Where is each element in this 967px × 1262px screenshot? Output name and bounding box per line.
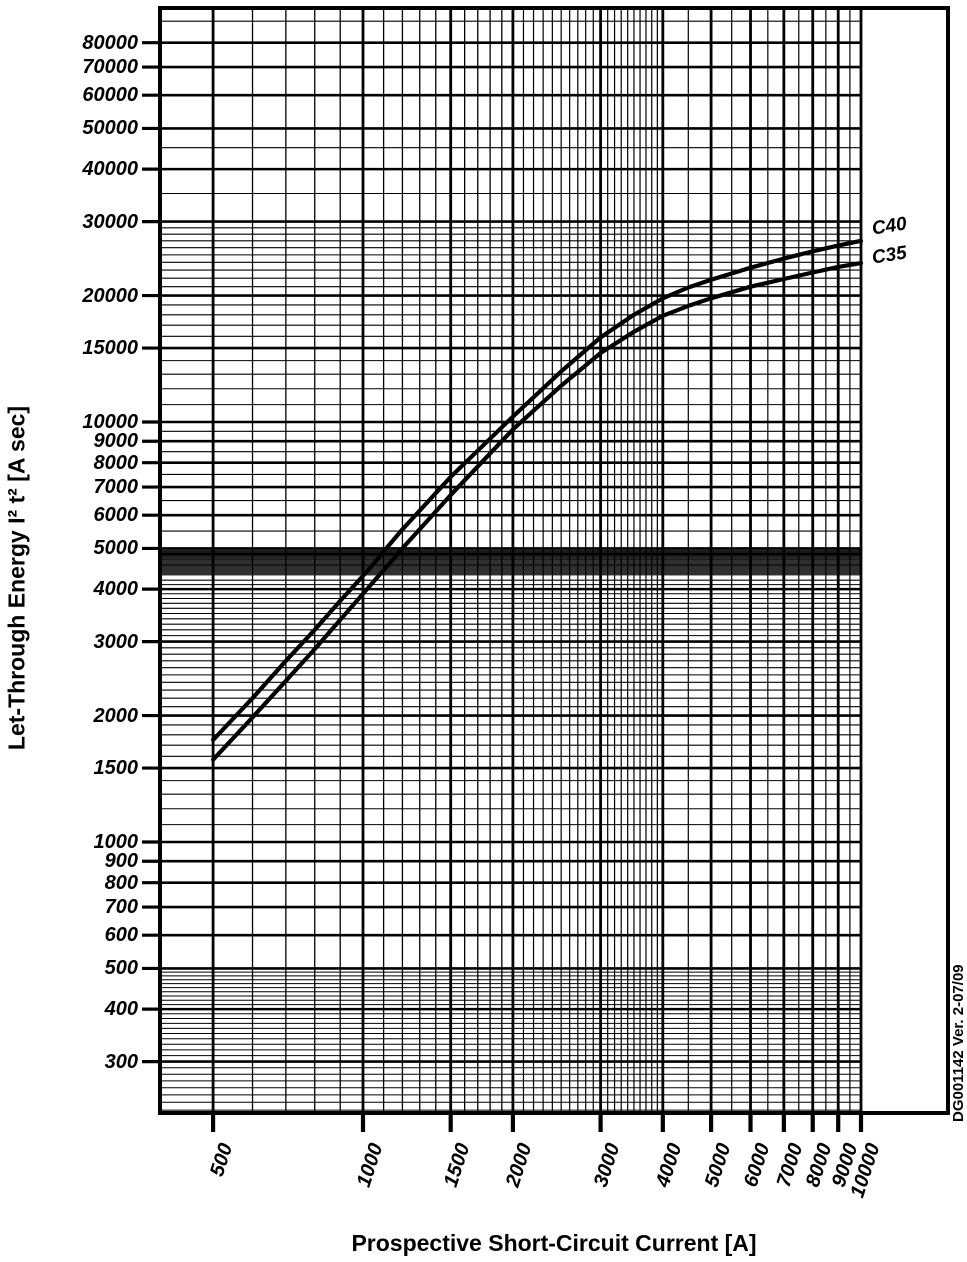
y-tick-label: 70000 xyxy=(82,56,138,79)
y-tick-label: 9000 xyxy=(93,430,139,453)
y-tick-label: 20000 xyxy=(82,284,138,307)
y-tick-label: 30000 xyxy=(82,210,138,233)
y-tick-label: 400 xyxy=(104,998,138,1021)
version-note: DG001142 Ver. 2-07/09 xyxy=(950,964,967,1122)
y-tick-label: 1000 xyxy=(93,831,139,853)
y-tick-label: 500 xyxy=(104,957,138,980)
y-tick-label: 2000 xyxy=(93,704,139,727)
y-tick-label: 7000 xyxy=(93,476,139,499)
y-tick-label: 60000 xyxy=(82,84,138,107)
curve-c40 xyxy=(211,238,864,742)
y-tick-label: 5000 xyxy=(93,537,139,560)
y-tick-label: 600 xyxy=(104,924,138,947)
y-tick-label: 40000 xyxy=(82,158,138,181)
y-tick-label: 1500 xyxy=(93,757,139,780)
y-tick-label: 4000 xyxy=(93,578,139,601)
y-tick-label: 10000 xyxy=(82,411,138,433)
y-tick-label: 300 xyxy=(104,1050,138,1073)
y-tick-label: 3000 xyxy=(93,630,139,653)
chart-frame xyxy=(158,6,950,1115)
y-tick-label: 900 xyxy=(104,850,138,873)
y-tick-label: 50000 xyxy=(82,117,138,140)
x-axis-title: Prospective Short-Circuit Current [A] xyxy=(351,1230,757,1256)
y-tick-label: 8000 xyxy=(93,451,139,474)
y-tick-label: 80000 xyxy=(82,31,138,54)
curve-c35 xyxy=(211,261,864,762)
y-tick-label: 800 xyxy=(104,871,138,894)
y-tick-label: 700 xyxy=(104,896,138,919)
y-tick-label: 15000 xyxy=(82,337,138,360)
y-tick-label: 6000 xyxy=(93,504,139,527)
